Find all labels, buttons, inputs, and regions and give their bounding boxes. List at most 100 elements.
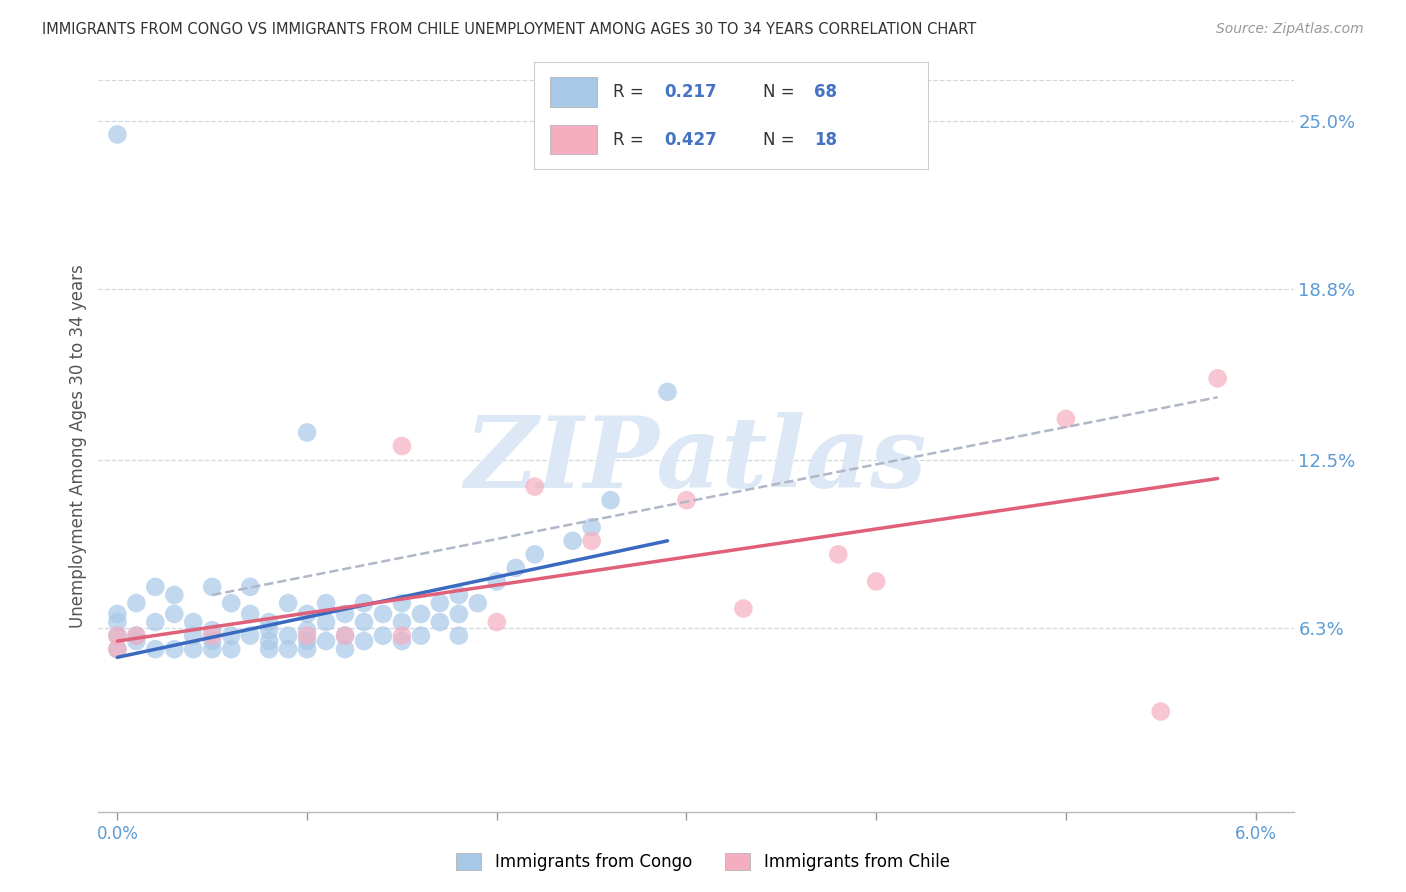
Point	[257, 624, 280, 638]
Point	[353, 615, 375, 629]
Point	[125, 629, 148, 643]
Point	[219, 596, 242, 610]
Point	[105, 642, 128, 657]
Point	[315, 615, 337, 629]
Point	[315, 596, 337, 610]
Point	[485, 615, 508, 629]
Point	[333, 629, 356, 643]
Point	[143, 580, 166, 594]
FancyBboxPatch shape	[550, 125, 598, 154]
Text: 18: 18	[814, 130, 837, 148]
Point	[561, 533, 583, 548]
Text: R =: R =	[613, 130, 650, 148]
Point	[1150, 705, 1173, 719]
Point	[391, 629, 413, 643]
Point	[391, 615, 413, 629]
Point	[447, 629, 470, 643]
Point	[163, 588, 186, 602]
Text: Source: ZipAtlas.com: Source: ZipAtlas.com	[1216, 22, 1364, 37]
Point	[391, 634, 413, 648]
Point	[163, 607, 186, 621]
Point	[391, 596, 413, 610]
Point	[277, 596, 299, 610]
Point	[163, 642, 186, 657]
Point	[333, 629, 356, 643]
Text: N =: N =	[762, 84, 800, 102]
Point	[505, 561, 527, 575]
Point	[201, 580, 224, 594]
Point	[447, 607, 470, 621]
Legend: Immigrants from Congo, Immigrants from Chile: Immigrants from Congo, Immigrants from C…	[449, 845, 957, 880]
Point	[581, 520, 603, 534]
Point	[523, 547, 546, 561]
Point	[105, 128, 128, 142]
Point	[391, 439, 413, 453]
Point	[201, 624, 224, 638]
Point	[865, 574, 887, 589]
FancyBboxPatch shape	[550, 78, 598, 107]
Point	[277, 629, 299, 643]
Point	[353, 596, 375, 610]
Point	[485, 574, 508, 589]
Point	[257, 615, 280, 629]
Point	[125, 629, 148, 643]
Point	[409, 629, 432, 643]
Point	[105, 629, 128, 643]
Point	[1206, 371, 1229, 385]
Point	[125, 634, 148, 648]
Text: R =: R =	[613, 84, 650, 102]
Y-axis label: Unemployment Among Ages 30 to 34 years: Unemployment Among Ages 30 to 34 years	[69, 264, 87, 628]
Point	[239, 580, 262, 594]
Point	[295, 607, 318, 621]
Point	[429, 596, 451, 610]
Text: N =: N =	[762, 130, 800, 148]
Point	[201, 629, 224, 643]
Point	[201, 642, 224, 657]
Point	[105, 642, 128, 657]
Point	[523, 480, 546, 494]
Point	[105, 629, 128, 643]
Point	[733, 601, 755, 615]
Point	[1054, 412, 1077, 426]
Point	[239, 629, 262, 643]
Point	[295, 634, 318, 648]
Point	[295, 624, 318, 638]
Point	[257, 642, 280, 657]
Point	[675, 493, 697, 508]
Text: 0.217: 0.217	[664, 84, 717, 102]
Point	[599, 493, 621, 508]
Point	[371, 607, 394, 621]
Point	[105, 607, 128, 621]
Point	[257, 634, 280, 648]
Point	[239, 607, 262, 621]
Point	[219, 642, 242, 657]
Text: IMMIGRANTS FROM CONGO VS IMMIGRANTS FROM CHILE UNEMPLOYMENT AMONG AGES 30 TO 34 : IMMIGRANTS FROM CONGO VS IMMIGRANTS FROM…	[42, 22, 976, 37]
Point	[181, 615, 204, 629]
Point	[295, 425, 318, 440]
Point	[295, 642, 318, 657]
Point	[371, 629, 394, 643]
Point	[219, 629, 242, 643]
Point	[657, 384, 679, 399]
Point	[143, 615, 166, 629]
Point	[181, 642, 204, 657]
Point	[827, 547, 849, 561]
Point	[295, 629, 318, 643]
Point	[315, 634, 337, 648]
Text: 68: 68	[814, 84, 837, 102]
Point	[143, 642, 166, 657]
Point	[125, 596, 148, 610]
Text: ZIPatlas: ZIPatlas	[465, 412, 927, 508]
Point	[333, 607, 356, 621]
Point	[409, 607, 432, 621]
Point	[581, 533, 603, 548]
Point	[353, 634, 375, 648]
Point	[467, 596, 489, 610]
Point	[201, 634, 224, 648]
Point	[429, 615, 451, 629]
Point	[333, 642, 356, 657]
Text: 0.427: 0.427	[664, 130, 717, 148]
Point	[181, 629, 204, 643]
Point	[447, 588, 470, 602]
Point	[277, 642, 299, 657]
